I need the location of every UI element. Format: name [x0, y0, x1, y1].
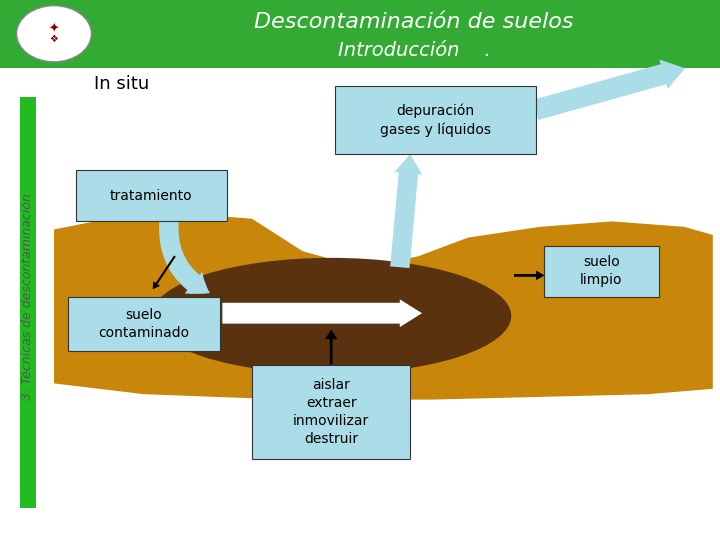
FancyBboxPatch shape	[252, 364, 410, 459]
Text: aislar
extraer
inmovilizar
destruir: aislar extraer inmovilizar destruir	[293, 378, 369, 446]
FancyBboxPatch shape	[335, 86, 536, 154]
FancyArrowPatch shape	[533, 59, 685, 120]
Bar	[20, 97, 36, 508]
Text: ✦: ✦	[49, 23, 59, 36]
Text: 3. Técnicas de descontaminación: 3. Técnicas de descontaminación	[21, 194, 34, 400]
FancyArrowPatch shape	[222, 299, 422, 327]
Text: suelo
contaminado: suelo contaminado	[99, 308, 189, 340]
FancyBboxPatch shape	[68, 297, 220, 351]
Bar	[0, 0, 720, 68]
Text: tratamiento: tratamiento	[110, 189, 192, 202]
Text: In situ: In situ	[94, 75, 149, 93]
Text: suelo
limpio: suelo limpio	[580, 255, 623, 287]
FancyArrowPatch shape	[390, 154, 422, 268]
Circle shape	[17, 5, 91, 62]
FancyBboxPatch shape	[76, 170, 227, 221]
Bar	[54, 68, 720, 540]
FancyArrowPatch shape	[325, 329, 338, 364]
Text: Introducción    .: Introducción .	[338, 41, 490, 60]
Text: ❖: ❖	[50, 34, 58, 44]
FancyBboxPatch shape	[544, 246, 659, 297]
Polygon shape	[54, 213, 713, 400]
Text: Descontaminación de suelos: Descontaminación de suelos	[254, 11, 574, 32]
FancyArrowPatch shape	[514, 271, 544, 280]
Bar	[0, 68, 54, 540]
Ellipse shape	[151, 258, 511, 374]
FancyArrowPatch shape	[159, 221, 210, 294]
FancyArrowPatch shape	[153, 255, 176, 289]
Text: depuración
gases y líquidos: depuración gases y líquidos	[380, 104, 491, 137]
